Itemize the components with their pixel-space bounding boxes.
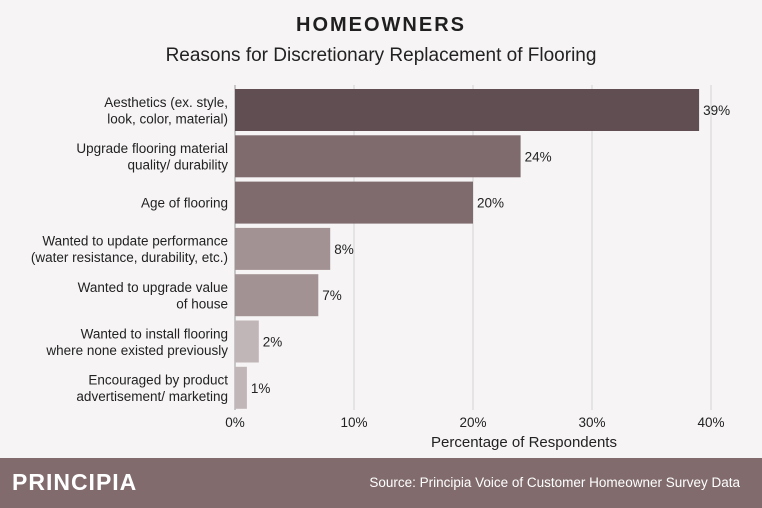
category-label: of house	[176, 296, 228, 311]
category-label: Wanted to update performance	[42, 234, 228, 249]
x-tick-label: 30%	[578, 415, 605, 430]
footer-bar: PRINCIPIA Source: Principia Voice of Cus…	[0, 458, 762, 508]
chart-subtitle: Reasons for Discretionary Replacement of…	[165, 45, 597, 66]
bar	[235, 366, 247, 409]
x-tick-label: 10%	[340, 415, 367, 430]
bar	[235, 274, 319, 317]
x-tick-label: 0%	[225, 415, 245, 430]
x-tick-label: 20%	[459, 415, 486, 430]
x-tick-label: 40%	[697, 415, 724, 430]
category-label: advertisement/ marketing	[76, 389, 228, 404]
brand-logo: PRINCIPIA	[12, 469, 138, 495]
bar	[235, 135, 521, 178]
chart-title: HOMEOWNERS	[296, 14, 466, 36]
x-axis-title: Percentage of Respondents	[431, 434, 617, 451]
bar-value-label: 1%	[251, 381, 271, 396]
category-label: Aesthetics (ex. style,	[104, 95, 228, 110]
category-label: Encouraged by product	[88, 373, 228, 388]
bar	[235, 320, 259, 363]
bar-value-label: 2%	[263, 335, 283, 350]
category-label: where none existed previously	[45, 343, 228, 358]
bar-chart: 0% 10% 20% 30% 40% 39% Aesthetics (ex. style,l…	[31, 85, 730, 451]
bar	[235, 89, 700, 131]
category-label: Wanted to install flooring	[81, 326, 228, 341]
bar-value-label: 39%	[703, 103, 730, 118]
category-label: (water resistance, durability, etc.)	[31, 250, 228, 265]
bar	[235, 181, 473, 224]
category-label: quality/ durability	[127, 158, 228, 173]
category-label: Age of flooring	[141, 196, 228, 211]
category-label: Upgrade flooring material	[76, 141, 228, 156]
bar-value-label: 7%	[322, 288, 342, 303]
bar	[235, 227, 331, 270]
source-note: Source: Principia Voice of Customer Home…	[369, 475, 740, 490]
category-label: Wanted to upgrade value	[78, 280, 228, 295]
category-label: look, color, material)	[107, 111, 228, 126]
bar-value-label: 20%	[477, 196, 504, 211]
bar-value-label: 24%	[525, 149, 552, 164]
bar-value-label: 8%	[334, 242, 354, 257]
